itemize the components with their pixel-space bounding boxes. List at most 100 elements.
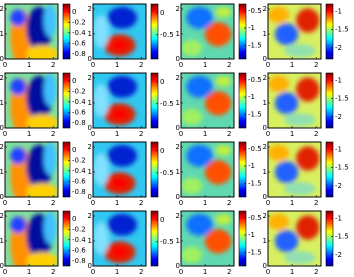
vortex [215,144,232,156]
colorbar-tick-label: -1.5 [335,164,349,172]
vortex [181,39,203,57]
colorbar-tick-label: -1.5 [335,95,349,103]
colorbar-tick-label: -0.8 [72,119,86,127]
vortex [181,246,203,264]
x-tick-label: 0 [91,130,95,138]
y-tick-label: 0 [176,262,180,270]
panel: 0 1 2 0 1 2 0 -0.5 [88,72,174,138]
x-tick-label: 0 [179,199,183,207]
vortex [296,146,320,171]
vortex [283,251,316,265]
colorbar-tick-label: -0.2 [72,87,86,95]
colorbar-tick-label: -1.5 [335,233,349,241]
x-tick-label: 0 [266,130,270,138]
vortex [93,222,109,255]
y-tick-label: 2 [88,212,92,220]
plot-frame [4,210,59,267]
colorbar-tick-label: 0 [160,216,164,224]
y-tick-label: 0 [88,193,92,201]
vortex [111,246,128,258]
colorbar [150,141,159,198]
plot-frame [267,3,322,60]
heatmap-field [5,211,58,266]
vortex [186,75,213,98]
heatmap-field [5,4,58,59]
y-tick-label: 0 [0,124,4,132]
colorbar-tick-label: -0.2 [72,18,86,26]
y-tick-label: 2 [263,212,267,220]
field-blobs [93,213,137,264]
panel: 0 1 2 0 1 2 -1 -1.5 -2 [263,141,349,207]
field-blobs [10,211,58,266]
heatmap-field [268,73,321,128]
colorbar-tick-label: -0.2 [72,225,86,233]
x-tick-label: 1 [290,130,294,138]
colorbar-tick-label: -0.5 [248,145,262,153]
vortex [107,6,137,29]
y-tick-label: 2 [88,143,92,151]
vortex [186,6,213,29]
x-tick-label: 2 [139,130,143,138]
heatmap-field [181,211,234,266]
field-blobs [268,144,320,196]
vortex [93,153,109,186]
y-tick-label: 2 [263,74,267,82]
colorbar [325,141,334,198]
colorbar-tick-label: -0.5 [160,238,174,246]
vortex [186,144,213,167]
vortex [93,84,109,117]
panel: 0 1 2 0 1 2 -1 -1.5 -2 [263,3,349,69]
plot-frame [4,72,59,129]
colorbar-tick-label: -1.5 [248,248,262,256]
field-blobs [10,73,58,128]
colorbar-tick-label: -0.4 [72,98,86,106]
x-tick-label: 0 [179,61,183,69]
x-tick-label: 2 [314,130,318,138]
heatmap-field [181,142,234,197]
colorbar-tick-label: -0.6 [72,39,86,47]
y-tick-label: 0 [176,55,180,63]
vortex [296,215,320,240]
x-tick-label: 1 [115,130,119,138]
colorbar-tick-label: -1.5 [335,26,349,34]
colorbar [62,210,71,267]
x-tick-label: 1 [203,199,207,207]
colorbar-tick-label: -1 [248,162,255,170]
colorbar-tick-label: -1 [248,231,255,239]
vortex [283,44,316,58]
colorbar-tick-label: -1 [335,7,342,15]
x-tick-label: 2 [227,199,231,207]
vortex [274,23,299,46]
y-tick-label: 2 [176,212,180,220]
colorbar-tick-label: -2 [335,44,342,52]
colorbar-tick-label: 0 [72,77,76,85]
x-tick-label: 2 [227,61,231,69]
y-tick-label: 1 [176,30,180,38]
panel: 0 1 2 0 1 2 0 -0.5 [88,210,174,276]
y-tick-label: 0 [263,55,267,63]
x-tick-label: 1 [203,130,207,138]
vortex [268,213,290,231]
y-tick-label: 2 [263,5,267,13]
panel: 0 1 2 0 1 2 -1 -1.5 -2 [263,72,349,138]
panel: 0 1 2 0 1 2 -0.5 -1 -1.5 [176,210,262,276]
vortex [107,75,137,98]
panel: 0 1 2 0 1 2 0 -0.5 [88,141,174,207]
plot-frame [180,210,235,267]
vortex [296,8,320,33]
y-tick-label: 2 [88,74,92,82]
y-tick-label: 1 [0,168,4,176]
x-tick-label: 0 [91,61,95,69]
y-tick-label: 2 [0,143,4,151]
colorbar-tick-label: 0 [72,215,76,223]
y-tick-label: 2 [0,5,4,13]
colorbar-tick-label: -1.5 [248,110,262,118]
vortex [186,213,213,236]
x-tick-label: 2 [51,130,55,138]
plot-frame [92,72,147,129]
vortex [204,160,232,185]
y-tick-label: 0 [176,124,180,132]
x-tick-label: 1 [203,61,207,69]
plot-frame [92,3,147,60]
